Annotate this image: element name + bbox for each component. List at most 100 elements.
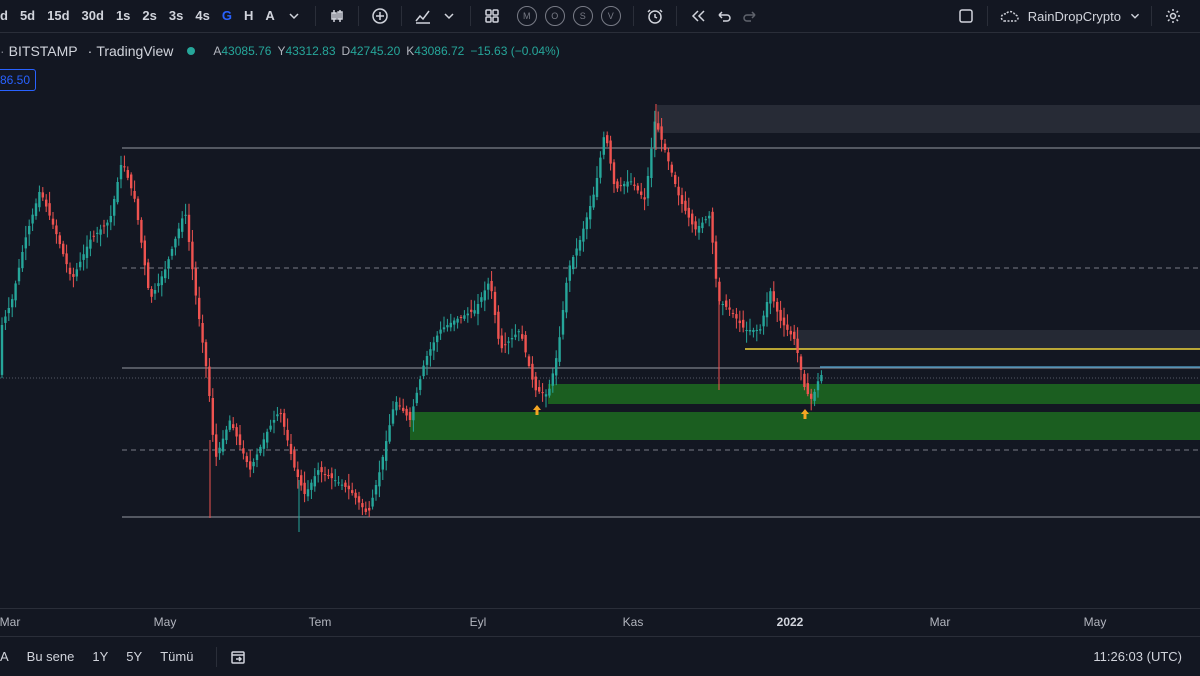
candle-body xyxy=(126,170,129,178)
candle-body xyxy=(680,195,684,204)
timeframe-5d[interactable]: 5d xyxy=(19,8,36,23)
candle-body xyxy=(272,420,276,423)
candle-body xyxy=(728,307,731,310)
candle-body xyxy=(667,152,670,162)
candle-body xyxy=(653,121,656,148)
timeframe-group: d 5d 15d 30d 1s 2s 3s 4s G H A xyxy=(0,0,281,32)
candle-body xyxy=(551,373,554,386)
goto-date-icon[interactable] xyxy=(225,644,251,670)
candle-body xyxy=(65,253,68,265)
candle-body xyxy=(269,425,272,430)
candle-body xyxy=(374,485,378,495)
candle-body xyxy=(334,480,337,482)
range-1y[interactable]: 1Y xyxy=(92,649,109,664)
price-input-box[interactable]: 86.50 xyxy=(0,69,37,91)
candle-body xyxy=(442,327,446,330)
candle-body xyxy=(704,219,707,221)
candle-body xyxy=(623,183,626,187)
low-value: 42745.20 xyxy=(350,44,401,58)
candle-body xyxy=(41,192,44,198)
candle-body xyxy=(364,508,367,512)
timeframe-15d[interactable]: 15d xyxy=(47,8,70,23)
timeframe-2s[interactable]: 2s xyxy=(142,8,157,23)
timeframe-30d[interactable]: 30d xyxy=(81,8,104,23)
timeframe-4s[interactable]: 4s xyxy=(195,8,210,23)
utc-clock[interactable]: 11:26:03 (UTC) xyxy=(1093,649,1182,664)
user-menu[interactable]: RainDropCrypto xyxy=(996,3,1143,29)
fullscreen-icon[interactable] xyxy=(953,3,979,29)
timeframe-3s[interactable]: 3s xyxy=(168,8,184,23)
candle-body xyxy=(221,438,225,452)
candles-icon[interactable] xyxy=(324,3,350,29)
candle-body xyxy=(38,192,41,208)
timeframe-H[interactable]: H xyxy=(243,8,254,23)
chevron-down-icon[interactable] xyxy=(436,3,462,29)
candle-body xyxy=(72,274,75,277)
range-bu-sene[interactable]: Bu sene xyxy=(26,649,75,664)
candle-body xyxy=(793,331,796,339)
chart-canvas[interactable] xyxy=(0,62,1200,607)
candle-body xyxy=(453,320,456,325)
candle-body xyxy=(582,228,585,242)
candle-body xyxy=(228,420,231,430)
candle-body xyxy=(721,304,724,305)
time-axis-label: Mar xyxy=(929,615,951,629)
candle-body xyxy=(330,473,333,479)
layout-icon[interactable] xyxy=(479,3,505,29)
candle-body xyxy=(289,443,293,454)
timeframe-1s[interactable]: 1s xyxy=(115,8,131,23)
candle-body xyxy=(660,126,663,140)
candle-body xyxy=(75,269,78,277)
symbol-exchange[interactable]: BITSTAMP xyxy=(8,43,78,59)
candle-body xyxy=(463,315,466,319)
candle-body xyxy=(235,427,238,437)
range-a[interactable]: A xyxy=(0,649,9,664)
signal-arrow-icon xyxy=(801,409,809,419)
candle-body xyxy=(262,439,265,449)
chart-style-v-button[interactable]: V xyxy=(600,6,621,26)
symbol-source[interactable]: TradingView xyxy=(96,43,174,59)
candle-body xyxy=(616,181,619,189)
chevron-down-icon[interactable] xyxy=(281,3,307,29)
chart-style-m-button[interactable]: M xyxy=(516,6,537,26)
settings-icon[interactable] xyxy=(1160,3,1186,29)
candle-body xyxy=(507,341,510,343)
timeframe-G[interactable]: G xyxy=(221,8,232,23)
chart-style-s-button[interactable]: S xyxy=(572,6,593,26)
add-indicator-icon[interactable] xyxy=(367,3,393,29)
candle-body xyxy=(714,241,718,279)
candle-body xyxy=(425,356,429,365)
timeframe-A[interactable]: A xyxy=(265,8,275,23)
candle-body xyxy=(500,335,503,349)
indicators-icon[interactable] xyxy=(410,3,436,29)
undo-icon[interactable] xyxy=(711,3,737,29)
range-tümü[interactable]: Tümü xyxy=(160,649,194,664)
candle-body xyxy=(160,276,163,286)
replay-icon[interactable] xyxy=(685,3,711,29)
candle-body xyxy=(402,407,405,411)
candle-body xyxy=(140,219,143,243)
candle-body xyxy=(796,338,799,353)
alert-icon[interactable] xyxy=(642,3,668,29)
candle-body xyxy=(459,316,463,318)
resistance-zone xyxy=(795,330,1200,349)
timeframe-d[interactable]: d xyxy=(0,8,8,23)
time-axis[interactable]: Mar May Tem Eyl Kas 2022 Mar May xyxy=(0,608,1200,637)
bottom-toolbar: A Bu sene 1Y 5Y Tümü 11:26:03 (UTC) xyxy=(0,636,1200,676)
candle-body xyxy=(357,496,361,503)
candle-body xyxy=(85,246,89,258)
range-5y[interactable]: 5Y xyxy=(126,649,143,664)
symbol-legend: · BITSTAMP · TradingView A43085.76 Y4331… xyxy=(0,40,566,62)
candle-body xyxy=(742,319,745,328)
chart-style-o-button[interactable]: O xyxy=(544,6,565,26)
candle-body xyxy=(385,441,388,461)
candle-body xyxy=(575,248,578,256)
candle-body xyxy=(116,182,119,203)
candle-body xyxy=(255,454,259,461)
candle-body xyxy=(725,300,728,307)
candle-body xyxy=(184,214,187,216)
price-chart[interactable] xyxy=(0,62,1200,607)
redo-icon[interactable] xyxy=(737,3,763,29)
candle-body xyxy=(585,217,588,230)
candle-body xyxy=(58,235,61,245)
